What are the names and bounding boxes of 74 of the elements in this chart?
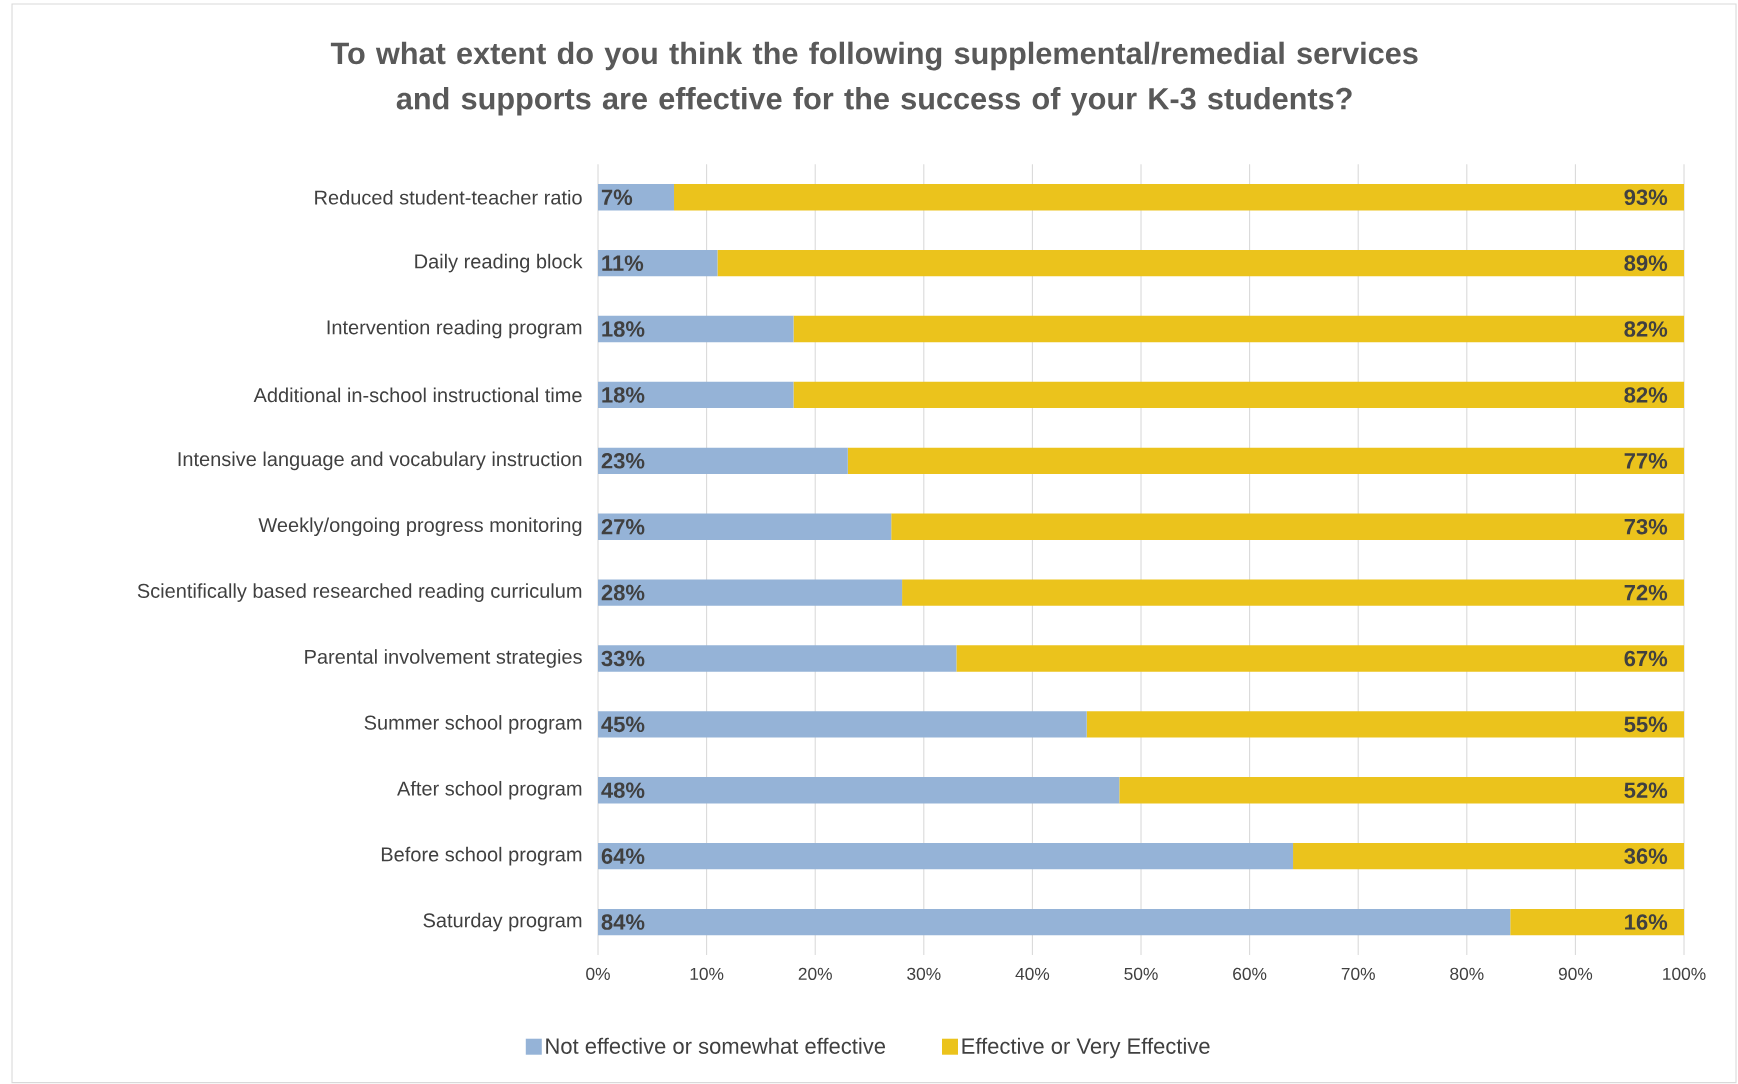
bar (598, 447, 848, 475)
y-tick-label: Scientifically based researched reading curriculum (137, 583, 582, 602)
x-tick-label: 90% (1558, 967, 1593, 980)
legend-label: Not effective or somewhat effective (546, 1037, 886, 1054)
data-label: 64% (601, 848, 645, 864)
x-tick-label: 100% (1663, 967, 1706, 980)
x-tick-label: 50% (1124, 967, 1158, 980)
x-tick-label: 40% (1015, 967, 1050, 980)
y-tick-label: After school program (397, 780, 582, 800)
bar (598, 711, 1087, 738)
x-tick-label: 30% (907, 967, 941, 980)
data-label: 28% (601, 584, 645, 601)
bar (1510, 908, 1685, 936)
bar (956, 645, 1685, 672)
bar (674, 184, 1685, 211)
bar (598, 777, 1120, 804)
y-tick-label: Before school program (381, 846, 582, 866)
x-tick-label: 0% (586, 967, 610, 980)
bar (847, 447, 1685, 475)
data-label: 52% (1624, 782, 1668, 799)
data-label: 45% (601, 716, 645, 733)
x-tick-label: 10% (690, 967, 724, 980)
bar (1293, 842, 1685, 870)
x-tick-label: 70% (1341, 967, 1375, 980)
data-label: 82% (1624, 387, 1668, 403)
data-label: 73% (1624, 518, 1668, 535)
data-label: 93% (1624, 189, 1668, 206)
y-tick-label: Reduced student-teacher ratio (315, 189, 582, 205)
data-label: 77% (1624, 453, 1668, 469)
x-tick-label: 60% (1233, 967, 1267, 980)
data-label: 7% (601, 189, 633, 205)
y-tick-label: Summer school program (364, 715, 582, 734)
bar (598, 315, 794, 343)
bar (717, 249, 1685, 277)
y-tick-label: Weekly/ongoing progress monitoring (258, 517, 582, 537)
bar (902, 579, 1685, 606)
bar (598, 184, 675, 211)
data-label: 27% (601, 518, 645, 535)
data-label: 84% (601, 914, 645, 930)
data-label: 82% (1624, 321, 1668, 337)
bar (598, 908, 1511, 936)
data-label: 23% (601, 453, 645, 469)
y-tick-label: Saturday program (423, 912, 582, 932)
bar (598, 842, 1294, 870)
data-label: 18% (602, 387, 645, 403)
y-tick-label: Daily reading block (415, 253, 583, 273)
bar (1119, 777, 1685, 804)
data-label: 33% (601, 650, 645, 667)
data-label: 55% (1624, 716, 1668, 733)
bar (793, 315, 1685, 343)
x-tick-label: 20% (798, 967, 832, 980)
legend-label: Effective or Very Effective (962, 1037, 1210, 1059)
data-label: 18% (602, 321, 645, 337)
bar (598, 579, 903, 606)
bar (598, 513, 892, 540)
bar (598, 381, 794, 409)
y-tick-label: Additional in-school instructional time (253, 387, 582, 403)
bar (793, 381, 1685, 409)
x-tick-label: 80% (1450, 967, 1484, 980)
data-label: 72% (1624, 584, 1668, 601)
data-label: 36% (1624, 848, 1668, 864)
chart-title: To what extent do you think the following supplemental/remedial services and supports are effective for the success of your K-3 students? (330, 41, 1418, 116)
bar (598, 249, 718, 277)
data-label: 11% (602, 255, 644, 271)
data-label: 67% (1624, 650, 1668, 667)
data-label: 48% (601, 782, 645, 799)
bar (598, 645, 957, 672)
bar (891, 513, 1685, 540)
data-label: 89% (1624, 255, 1668, 271)
y-tick-label: Parental involvement strategies (305, 649, 582, 668)
data-label: 16% (1625, 914, 1668, 930)
bar (1086, 711, 1685, 738)
y-tick-label: Intervention reading program (327, 319, 582, 339)
y-tick-label: Intensive language and vocabulary instruction (178, 451, 582, 471)
